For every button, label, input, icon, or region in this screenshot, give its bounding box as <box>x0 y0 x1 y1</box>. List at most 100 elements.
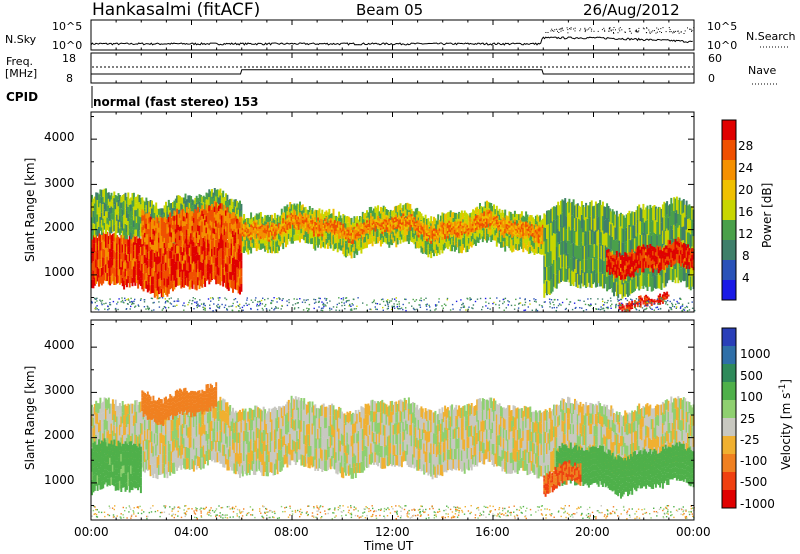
heatmap-cell <box>191 271 194 281</box>
heatmap-cell <box>550 279 553 294</box>
heatmap-cell <box>172 283 174 292</box>
heatmap-cell <box>523 230 526 233</box>
heatmap-cell <box>322 227 325 230</box>
heatmap-cell <box>156 240 159 247</box>
heatmap-cell <box>379 224 382 227</box>
heatmap-cell <box>458 235 461 238</box>
heatmap-cell <box>300 233 303 239</box>
heatmap-cell <box>177 277 180 286</box>
heatmap-cell <box>209 205 212 211</box>
heatmap-cell <box>239 253 241 262</box>
heatmap-cell <box>424 231 427 234</box>
heatmap-cell <box>328 215 331 222</box>
heatmap-cell <box>431 237 434 243</box>
heatmap-cell <box>451 234 454 238</box>
heatmap-cell <box>458 223 461 226</box>
heatmap-cell <box>317 223 320 228</box>
heatmap-cell <box>159 262 162 271</box>
heatmap-cell <box>223 275 226 283</box>
heatmap-cell <box>375 231 378 238</box>
heatmap-cell <box>420 221 423 224</box>
heatmap-cell <box>289 219 292 222</box>
heatmap-cell <box>398 217 401 221</box>
heatmap-cell <box>216 238 219 248</box>
noise-search-dot <box>557 30 558 32</box>
heatmap-cell <box>336 229 339 232</box>
heatmap-cell <box>318 222 321 225</box>
noise-search-dot <box>638 27 640 29</box>
heatmap-cell <box>463 241 466 248</box>
heatmap-cell <box>117 193 120 200</box>
heatmap-cell <box>310 225 313 228</box>
heatmap-cell <box>335 224 338 227</box>
heatmap-cell <box>286 227 289 230</box>
heatmap-cell <box>184 260 187 269</box>
heatmap-cell <box>421 230 424 233</box>
heatmap-cell <box>342 228 345 232</box>
heatmap-cell <box>427 233 430 235</box>
heatmap-cell <box>109 220 112 228</box>
noise-search-dot <box>649 31 651 33</box>
heatmap-cell <box>190 202 193 210</box>
heatmap-cell <box>282 236 285 243</box>
heatmap-cell <box>441 221 444 225</box>
heatmap-cell <box>287 220 290 223</box>
heatmap-cell <box>141 215 144 221</box>
heatmap-cell <box>381 222 384 225</box>
heatmap-cell <box>254 222 257 226</box>
heatmap-cell <box>536 240 539 248</box>
heatmap-cell <box>137 272 140 281</box>
heatmap-cell <box>540 232 543 236</box>
heatmap-cell <box>396 205 399 213</box>
heatmap-cell <box>215 214 218 221</box>
heatmap-cell <box>106 217 109 224</box>
heatmap-cell <box>294 215 297 218</box>
heatmap-cell <box>477 222 480 225</box>
heatmap-cell <box>139 278 142 286</box>
heatmap-cell <box>266 214 269 222</box>
heatmap-cell <box>230 255 233 264</box>
heatmap-cell <box>212 192 215 199</box>
heatmap-cell <box>257 233 260 236</box>
heatmap-cell <box>529 229 532 231</box>
heatmap-cell <box>536 234 539 237</box>
heatmap-cell <box>529 233 532 236</box>
heatmap-cell <box>279 228 282 230</box>
heatmap-cell <box>442 244 445 251</box>
heatmap-cell <box>431 247 434 253</box>
heatmap-cell <box>162 214 165 221</box>
heatmap-cell <box>135 196 138 204</box>
heatmap-cell <box>201 221 204 227</box>
heatmap-cell <box>225 193 227 201</box>
heatmap-cell <box>145 234 148 240</box>
heatmap-cell <box>414 228 417 236</box>
heatmap-cell <box>505 240 508 246</box>
heatmap-cell <box>225 226 227 232</box>
heatmap-cell <box>304 213 307 217</box>
heatmap-cell <box>413 219 416 222</box>
heatmap-cell <box>312 211 315 218</box>
heatmap-cell <box>192 213 195 218</box>
heatmap-cell <box>405 218 408 220</box>
heatmap-cell <box>278 233 280 240</box>
heatmap-cell <box>230 247 233 256</box>
heatmap-cell <box>441 233 444 237</box>
heatmap-cell <box>504 244 507 252</box>
heatmap-cell <box>343 242 346 250</box>
heatmap-cell <box>518 220 521 227</box>
heatmap-cell <box>226 228 229 234</box>
heatmap-cell <box>167 267 170 277</box>
heatmap-cell <box>278 228 280 230</box>
heatmap-cell <box>266 240 269 247</box>
heatmap-cell <box>123 201 126 208</box>
heatmap-cell <box>421 222 424 225</box>
heatmap-cell <box>537 228 540 232</box>
heatmap-cell <box>430 216 433 224</box>
heatmap-cell <box>525 230 528 234</box>
heatmap-cell <box>192 238 195 247</box>
heatmap-cell <box>368 237 371 244</box>
heatmap-cell <box>294 217 297 220</box>
heatmap-cell <box>229 271 232 280</box>
heatmap-cell <box>215 257 218 267</box>
heatmap-cell <box>218 216 220 223</box>
